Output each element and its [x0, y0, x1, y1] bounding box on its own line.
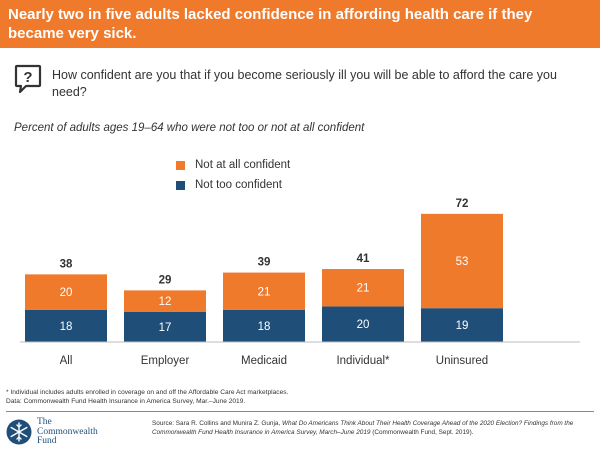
category-label: Employer	[141, 355, 190, 367]
svg-text:?: ?	[23, 69, 32, 86]
data-label: 17	[159, 322, 172, 334]
data-label: 21	[357, 283, 370, 295]
category-label: Individual*	[336, 355, 390, 367]
legend-item-not-at-all: Not at all confident	[176, 155, 290, 175]
bar-segment-not-too-confident	[25, 309, 107, 342]
source-prefix: Source: Sara R. Collins and Munira Z. Gu…	[152, 420, 283, 427]
chart-subtitle: Percent of adults ages 19–64 who were no…	[14, 122, 365, 134]
legend-swatch-navy	[176, 180, 185, 190]
legend-label: Not at all confident	[195, 159, 291, 171]
bar-segment-not-at-all-confident	[25, 274, 107, 310]
bar-segment-not-too-confident	[223, 309, 305, 342]
total-label: 29	[159, 274, 172, 286]
data-label: 19	[456, 320, 469, 332]
category-label: Uninsured	[436, 355, 488, 367]
bar-segment-not-too-confident	[322, 306, 404, 342]
bar-segment-not-at-all-confident	[322, 269, 404, 307]
slide-title-text: Nearly two in five adults lacked confide…	[8, 6, 533, 42]
data-label: 12	[159, 296, 172, 308]
legend-swatch-orange	[176, 160, 185, 170]
footnote: * Individual includes adults enrolled in…	[6, 388, 566, 406]
question-bubble-icon: ?	[14, 64, 42, 94]
legend-item-not-too: Not too confident	[176, 175, 290, 195]
source-suffix: (Commonwealth Fund, Sept. 2019).	[370, 428, 474, 436]
snowflake-icon	[6, 419, 32, 445]
total-label: 41	[357, 253, 370, 265]
footnote-line: Data: Commonwealth Fund Health Insurance…	[6, 398, 246, 405]
bar-segment-not-too-confident	[421, 308, 503, 342]
slide-title: Nearly two in five adults lacked confide…	[0, 0, 600, 48]
bar-segment-not-at-all-confident	[223, 272, 305, 310]
data-label: 18	[258, 321, 271, 333]
logo-line: Commonwealth	[37, 426, 98, 437]
stacked-bar-chart: 18 20 38 All 17 12 29 Employer 18 21 39 Medicaid 20 2…	[20, 198, 580, 367]
logo-line: Fund	[37, 436, 57, 446]
data-label: 20	[357, 319, 370, 331]
bar-segment-not-too-confident	[124, 311, 206, 342]
footer-divider	[6, 411, 594, 412]
category-label: Medicaid	[241, 355, 287, 367]
legend-label: Not too confident	[195, 179, 282, 191]
data-label: 18	[60, 321, 73, 333]
data-label: 53	[456, 256, 469, 268]
bar-segment-not-at-all-confident	[124, 290, 206, 312]
footnote-line: * Individual includes adults enrolled in…	[6, 389, 289, 396]
commonwealth-fund-logo: The Commonwealth Fund	[6, 417, 98, 447]
total-label: 39	[258, 257, 271, 269]
data-label: 20	[60, 287, 73, 299]
total-label: 38	[60, 258, 73, 270]
category-label: All	[60, 355, 73, 367]
logo-wordmark: The Commonwealth Fund	[37, 417, 98, 447]
survey-question: How confident are you that if you become…	[52, 68, 557, 99]
logo-line: The	[37, 417, 52, 427]
source-title: What Do Americans Think About Their Heal…	[152, 420, 574, 436]
source-citation: Source: Sara R. Collins and Munira Z. Gu…	[152, 420, 592, 437]
data-label: 21	[258, 286, 271, 298]
bar-segment-not-at-all-confident	[421, 213, 503, 309]
total-label: 72	[456, 198, 469, 210]
chart-legend: Not at all confident Not too confident	[176, 155, 290, 195]
